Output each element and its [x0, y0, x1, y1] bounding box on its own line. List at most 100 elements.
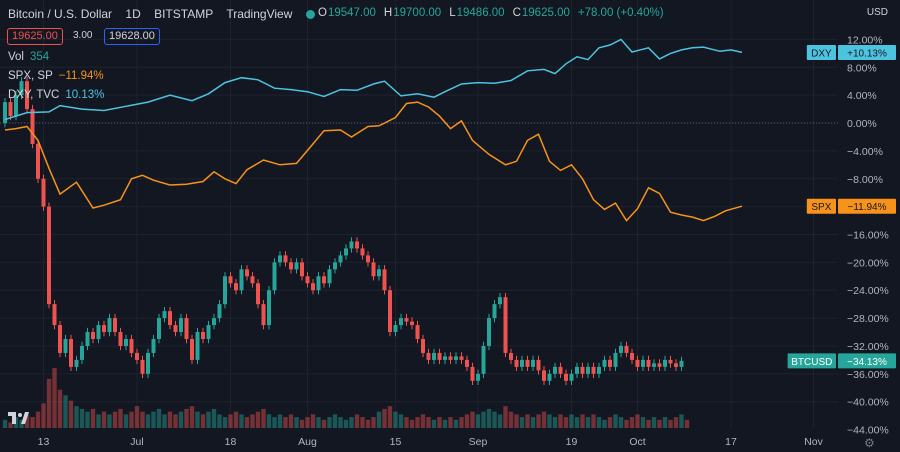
- volume-bar: [464, 414, 470, 428]
- candle-body: [223, 276, 227, 305]
- candle-body: [47, 206, 51, 305]
- volume-bar: [255, 411, 261, 428]
- candle-body: [591, 366, 596, 374]
- x-tick-label: 19: [566, 436, 578, 448]
- candle-body: [641, 359, 645, 367]
- settings-gear-icon[interactable]: ⚙: [864, 436, 875, 450]
- volume-bar: [189, 406, 195, 428]
- candle-body: [338, 255, 343, 263]
- candle-body: [542, 370, 546, 381]
- volume-bar: [602, 419, 607, 428]
- candle-body: [327, 269, 332, 284]
- last-series-label-box: [787, 353, 836, 369]
- candle-body: [267, 290, 271, 326]
- candle-body: [371, 262, 376, 277]
- candle-body: [118, 332, 123, 346]
- volume-bar: [569, 414, 574, 428]
- volume-bar: [635, 414, 640, 428]
- volume-bar: [332, 414, 338, 428]
- last-value-box: [838, 353, 896, 369]
- candle-body: [124, 339, 128, 346]
- last-value-label: +10.13%: [847, 48, 887, 59]
- volume-bar: [96, 414, 101, 428]
- volume-bar: [46, 378, 52, 428]
- volume-bar: [52, 368, 57, 428]
- volume-bar: [272, 417, 277, 428]
- ohlc-value: 19486.00: [456, 7, 505, 19]
- candle-body: [531, 359, 535, 367]
- candle-body: [569, 373, 574, 381]
- candle-body: [575, 366, 579, 374]
- candle-body: [432, 352, 436, 360]
- legend-volume[interactable]: Vol 354: [8, 51, 49, 63]
- candle-body: [278, 255, 282, 263]
- volume-bar: [503, 406, 508, 428]
- candle-body: [85, 332, 90, 346]
- legend-volume-name: Vol: [8, 51, 24, 63]
- volume-bar: [382, 408, 387, 428]
- candle-body: [679, 360, 684, 367]
- volume-bar: [8, 422, 13, 428]
- volume-bar: [305, 417, 310, 428]
- candle-body: [635, 359, 640, 367]
- candle-body: [333, 262, 337, 270]
- candle-body: [668, 359, 673, 364]
- candle-body: [212, 318, 216, 326]
- candle-body: [415, 325, 420, 340]
- volume-bar: [552, 417, 558, 428]
- y-tick-label: −40.00%: [847, 397, 889, 409]
- volume-bar: [684, 419, 690, 428]
- legend-spx[interactable]: SPX, SP −11.94%: [8, 70, 104, 82]
- interval-label[interactable]: 1D: [125, 7, 141, 21]
- candle-body: [377, 269, 381, 277]
- volume-bar: [228, 414, 233, 428]
- volume-bar: [525, 414, 530, 428]
- volume-bar: [662, 417, 668, 428]
- candle-body: [476, 373, 480, 381]
- volume-bar: [101, 411, 107, 428]
- sell-price-button[interactable]: 19625.00: [7, 28, 63, 45]
- volume-bar: [112, 411, 118, 428]
- spx-series-line: [4, 101, 743, 222]
- volume-bar: [371, 417, 376, 428]
- candle-body: [547, 373, 552, 381]
- symbol-name[interactable]: Bitcoin / U.S. Dollar: [8, 7, 113, 21]
- buy-price-button[interactable]: 19628.00: [104, 28, 160, 45]
- candle-body: [261, 304, 266, 326]
- x-tick-label: 17: [725, 436, 737, 448]
- volume-bar: [134, 406, 140, 428]
- y-tick-label: −4.00%: [847, 146, 883, 158]
- volume-bar: [453, 419, 459, 428]
- candle-body: [630, 352, 634, 360]
- volume-bar: [266, 414, 272, 428]
- candle-body: [608, 359, 612, 367]
- candle-body: [586, 366, 590, 374]
- volume-bar: [338, 417, 343, 428]
- x-tick-label: Aug: [298, 436, 317, 448]
- volume-bar: [151, 411, 156, 428]
- candle-body: [69, 339, 73, 367]
- market-open-dot-icon: [305, 10, 315, 19]
- candle-body: [179, 318, 183, 333]
- ohlc-value: 19625.00: [521, 7, 570, 19]
- candle-body: [184, 318, 189, 340]
- volume-bar: [398, 414, 404, 428]
- x-tick-label: Oct: [629, 436, 645, 448]
- ohlc-value: +78.00 (+0.40%): [577, 7, 664, 19]
- legend-dxy[interactable]: DXY, TVC 10.13%: [8, 89, 104, 101]
- candle-body: [465, 359, 469, 367]
- last-series-label: SPX: [811, 202, 831, 213]
- candle-body: [624, 345, 629, 353]
- last-series-label-box: [806, 44, 836, 60]
- volume-bar: [651, 417, 657, 428]
- volume-bar: [360, 417, 365, 428]
- candle-body: [305, 276, 310, 284]
- volume-bar: [640, 417, 646, 428]
- volume-bar: [409, 419, 415, 428]
- ohlc-readout: O19547.00 H19700.00 L19486.00 C19625.00 +78.…: [318, 7, 672, 19]
- candle-body: [520, 359, 524, 367]
- source-label: TradingView: [226, 7, 293, 21]
- candle-body: [421, 339, 425, 353]
- currency-label[interactable]: USD: [866, 7, 888, 18]
